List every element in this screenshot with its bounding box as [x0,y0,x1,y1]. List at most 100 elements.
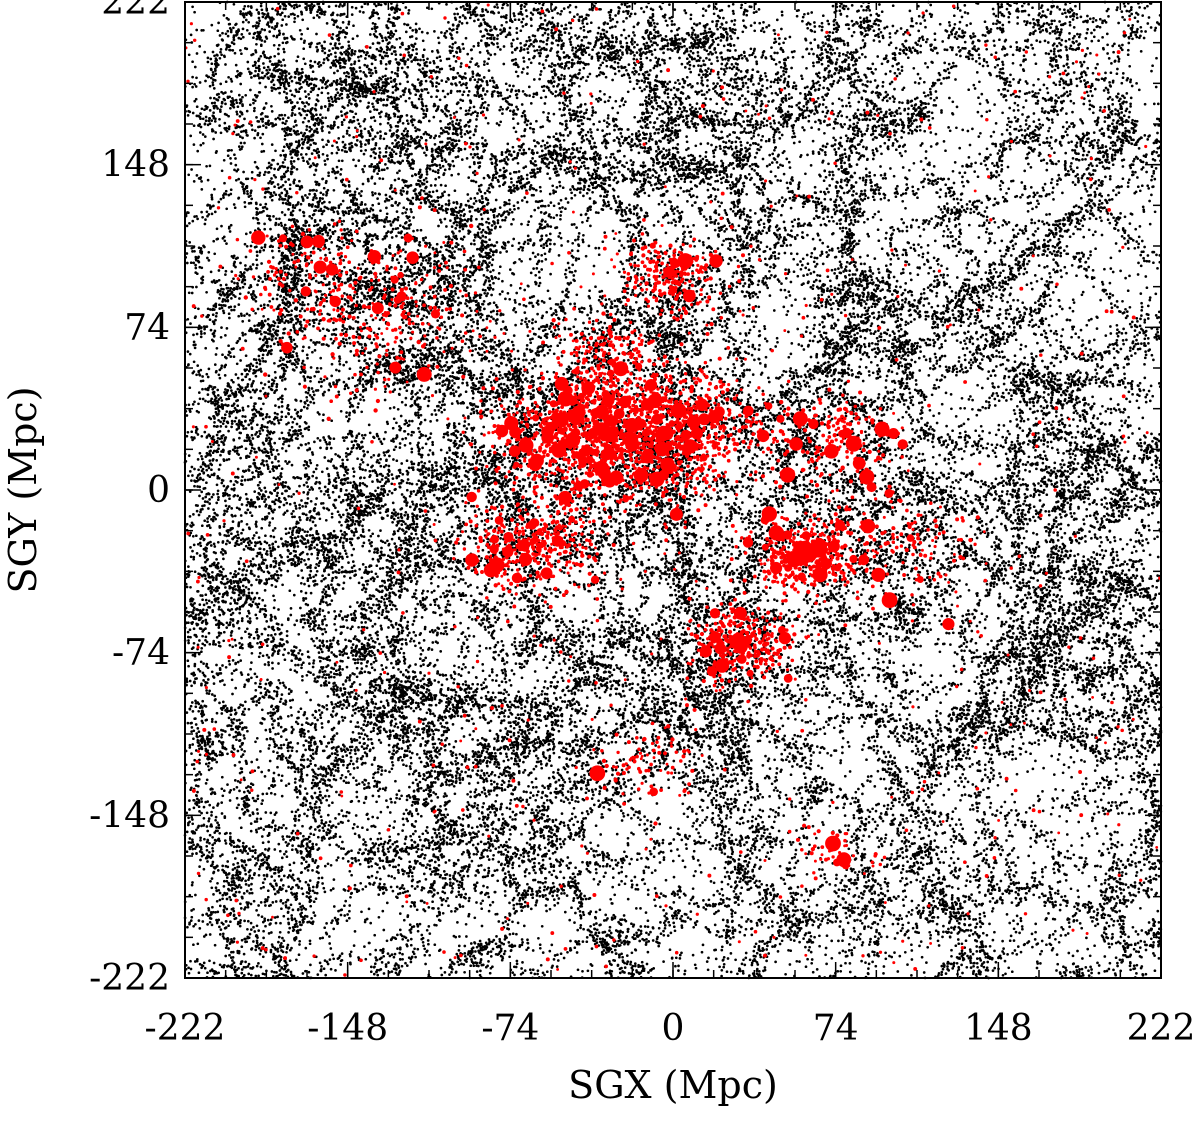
highlight-point [690,427,704,440]
highlight-point [618,395,632,409]
highlight-point [881,592,898,609]
highlight-point [764,402,773,410]
highlight-point [608,358,616,366]
highlight-point [279,234,288,243]
highlight-point [603,474,616,488]
highlight-point [251,230,266,245]
highlight-point [801,531,811,540]
highlight-point [613,361,629,377]
highlight-point [604,443,612,452]
highlight-point [489,544,499,554]
axis-ticks [184,1,1162,979]
highlight-point [518,437,534,453]
highlight-point [613,408,625,420]
highlight-point [655,441,670,457]
highlight-point [645,379,658,392]
y-tick-label: 0 [147,470,170,511]
highlight-point [824,444,839,459]
highlight-point [662,430,669,437]
highlight-point [733,640,748,654]
highlight-point [683,439,698,454]
highlight-point [585,455,594,465]
highlight-point [548,421,558,430]
x-tick-label: -74 [481,1008,539,1049]
highlight-point [313,260,327,274]
highlight-point [715,658,730,673]
highlight-point [513,461,520,468]
highlight-point [714,406,725,418]
highlight-point [532,414,540,422]
y-tick-label: -74 [112,633,170,674]
highlight-point [757,429,770,443]
highlight-point [906,534,915,542]
highlight-point [329,295,341,308]
x-tick-label: 74 [813,1008,859,1049]
highlight-point [390,275,399,284]
highlight-point [635,362,643,370]
highlight-point [622,496,629,503]
highlight-point [811,542,827,558]
highlight-point [706,666,718,677]
highlight-point [860,519,876,534]
x-tick-label: 148 [964,1008,1033,1049]
highlight-point [812,567,828,583]
highlight-point [670,402,687,419]
highlight-point [527,520,537,530]
highlight-point [649,787,658,797]
highlight-point [633,467,649,483]
highlight-point [578,459,587,468]
highlight-point [709,254,723,268]
highlight-point [518,552,533,567]
highlight-point [833,858,841,867]
highlight-point [549,400,558,408]
highlight-point [827,540,840,553]
highlight-point [859,469,875,485]
highlight-point [566,409,578,422]
highlight-point [567,395,578,406]
highlight-point [483,562,499,578]
highlight-point [553,412,569,428]
highlight-point [743,405,754,417]
highlight-point [649,471,665,487]
highlight-point [573,368,580,375]
highlight-point [466,491,477,503]
highlight-point [300,286,311,297]
highlight-point [300,235,314,249]
highlight-point [609,452,618,460]
highlight-point [849,554,858,564]
highlight-point [663,266,675,278]
highlight-point [680,429,692,441]
highlight-point [577,392,585,401]
x-tick-label: -148 [307,1008,388,1049]
highlight-point [858,554,870,566]
highlight-point [624,418,639,433]
highlight-point [607,369,615,377]
highlight-point [397,271,404,279]
highlight-point [503,532,514,543]
highlight-point [784,564,792,572]
highlight-point [783,530,793,540]
highlight-point [508,445,521,457]
highlight-point [808,418,819,430]
highlight-point [558,490,572,505]
highlight-point [511,572,523,584]
highlight-point [590,575,600,584]
highlight-point [589,765,606,782]
highlight-point [698,413,711,426]
highlight-point [651,413,663,425]
highlight-point [845,435,862,452]
highlight-point [768,525,784,541]
background-galaxy-points [183,0,1163,980]
highlight-point [797,572,806,581]
highlight-point [389,361,402,374]
highlight-point [682,289,696,303]
highlight-point [820,558,832,570]
highlight-point [825,835,841,852]
highlight-point [668,420,676,428]
highlight-point [737,654,747,664]
highlight-point [761,543,769,551]
x-tick-label: -222 [145,1008,226,1049]
highlight-point [794,540,807,553]
highlight-point [396,291,407,302]
highlight-point [783,674,793,683]
